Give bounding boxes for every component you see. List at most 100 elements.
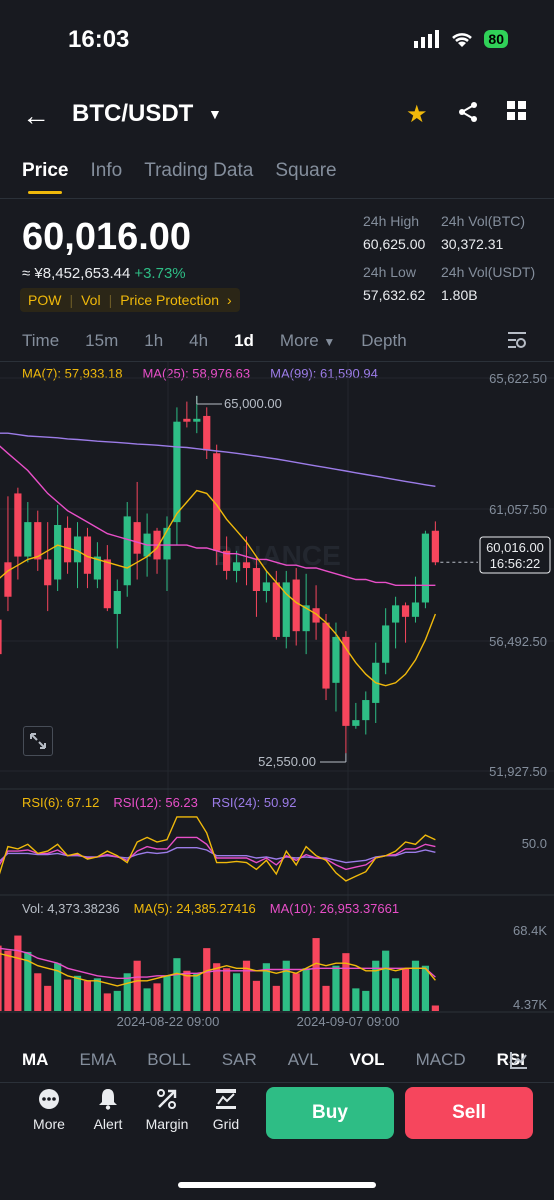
nav-more-label: More [33,1116,65,1132]
candle-body [34,522,42,560]
divider [0,1082,554,1083]
candle-body [173,421,181,523]
volume-bar [312,938,320,1011]
more-dots-icon [19,1088,79,1116]
volume-bar [362,990,370,1011]
indicator-ema[interactable]: EMA [79,1050,117,1069]
sell-button[interactable]: Sell [405,1087,533,1139]
volume-bar [193,973,201,1011]
candle-body [312,608,320,623]
tab-trading-data[interactable]: Trading Data [144,160,254,181]
candle-body [362,700,370,721]
indicator-ma[interactable]: MA [22,1050,49,1069]
candle-body [302,605,310,632]
interval-more[interactable]: More ▼ [280,331,335,351]
nav-margin[interactable]: Margin [137,1088,197,1132]
candle-body [113,591,121,614]
caret-down-icon[interactable]: ▼ [208,106,222,122]
signal-icon [414,30,440,48]
home-indicator [178,1182,376,1188]
nav-more[interactable]: More [19,1088,79,1132]
indicator-tabs: MA EMA BOLL SAR AVL VOL MACD RSI [22,1050,525,1070]
candle-body [223,550,231,571]
interval-depth[interactable]: Depth [361,331,407,350]
grid-layout-icon[interactable] [506,100,528,129]
buy-button[interactable]: Buy [266,1087,394,1139]
candle-body [431,530,439,563]
volume-bar [252,980,261,1011]
volume-bar [411,960,420,1011]
tab-square[interactable]: Square [275,160,337,181]
tab-price[interactable]: Price [22,160,69,194]
rsi6-label: RSI(6): 67.12 [22,795,100,810]
stat-high-value: 60,625.00 [363,236,426,252]
stat-volbtc-value: 30,372.31 [441,236,504,252]
indicator-chart-icon[interactable] [509,1050,529,1075]
candle-body [133,522,141,554]
tag-pow: POW [28,292,62,308]
stat-volusdt-label: 24h Vol(USDT) [441,264,536,280]
interval-time[interactable]: Time [22,331,60,350]
volume-bar [382,950,390,1011]
stat-low-label: 24h Low [363,264,416,280]
volume-bar [63,979,72,1011]
candle-body [0,619,2,655]
wifi-icon [452,33,473,47]
rsi-axis-label: 50.0 [522,836,547,851]
price-axis-label: 61,057.50 [489,502,547,517]
candle-body [282,582,290,637]
candle-body [232,562,241,571]
chart-settings-icon[interactable] [506,330,528,355]
candle-body [44,559,52,586]
pair-title[interactable]: BTC/USDT [72,100,194,127]
nav-grid-label: Grid [212,1116,240,1132]
date-label: 2024-09-07 09:00 [297,1014,400,1029]
interval-1h[interactable]: 1h [144,331,164,350]
candle-body [213,453,221,551]
vol-label: Vol: 4,373.38236 [22,901,120,916]
volume-bar [93,978,101,1011]
current-price-box [479,536,551,574]
star-icon[interactable]: ★ [406,101,428,128]
nav-grid[interactable]: Grid [196,1088,256,1132]
bell-icon [78,1088,138,1116]
ma-legend: MA(7): 57,933.18 MA(25): 58,976.63 MA(99… [22,366,378,381]
volume-panel: 68.4K 4.37K [0,923,547,1012]
volume-bar [352,988,360,1011]
tag-bar[interactable]: POW | Vol | Price Protection › [20,288,240,312]
interval-1d[interactable]: 1d [234,331,254,350]
max-price-label: 65,000.00 [224,396,282,411]
interval-4h[interactable]: 4h [189,331,209,350]
indicator-macd[interactable]: MACD [415,1050,466,1069]
indicator-vol[interactable]: VOL [349,1050,385,1069]
volume-bar [342,953,350,1011]
volume-bar [421,965,430,1011]
volume-bar [163,975,171,1011]
rsi12-label: RSI(12): 56.23 [113,795,198,810]
candle-body [262,582,270,592]
countdown-label: 16:56:22 [490,556,541,571]
chart-watermark: BINANCE [213,540,341,571]
candle-body [252,568,261,592]
expand-icon[interactable] [23,726,53,756]
date-axis: 2024-08-22 09:00 2024-09-07 09:00 [117,1014,400,1029]
candle-body [14,493,22,557]
tab-info[interactable]: Info [90,160,123,181]
candle-body [203,415,211,451]
indicator-avl[interactable]: AVL [287,1050,319,1069]
vol-axis-label: 4.37K [513,997,547,1012]
indicator-sar[interactable]: SAR [221,1050,257,1069]
volume-bar [322,985,330,1011]
grid-trading-icon [196,1088,256,1116]
interval-15m[interactable]: 15m [85,331,119,350]
chevron-right-icon: › [227,292,232,308]
candle-body [411,602,420,617]
nav-alert[interactable]: Alert [78,1088,138,1132]
indicator-boll[interactable]: BOLL [147,1050,191,1069]
vol-ma10-line [0,947,436,979]
candle-body [292,579,300,632]
share-icon[interactable] [456,100,480,131]
kline-chart[interactable]: BINANCE 65,622.50 61,057.50 56,492.50 51,92… [0,362,554,1034]
date-label: 2024-08-22 09:00 [117,1014,220,1029]
back-arrow-icon[interactable]: ← [22,100,50,131]
